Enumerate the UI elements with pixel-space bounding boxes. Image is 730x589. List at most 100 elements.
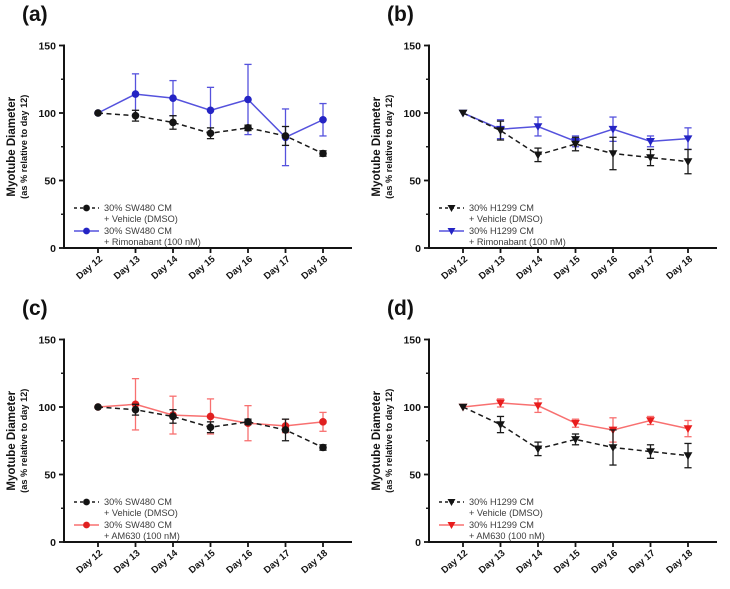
- data-point-marker: [683, 425, 693, 433]
- y-axis-subtitle: (as % relative to day 12): [19, 95, 29, 199]
- data-point-marker: [646, 417, 655, 425]
- x-tick-label: Day 17: [262, 254, 293, 282]
- error-bars: [131, 109, 327, 157]
- data-point-marker: [206, 129, 215, 138]
- legend: 30% SW480 CM+ Vehicle (DMSO)30% SW480 CM…: [74, 203, 201, 247]
- legend-item-0: 30% H1299 CM+ Vehicle (DMSO): [439, 497, 543, 518]
- x-tick-label: Day 18: [664, 254, 695, 282]
- data-point-marker: [458, 403, 468, 412]
- legend-label-line2: + AM630 (100 nM): [104, 531, 180, 541]
- data-point-marker: [206, 423, 215, 432]
- y-axis: 0 50 100 150 Myotube Diameter (as % relative …: [6, 334, 65, 549]
- x-tick-label: Day 18: [299, 548, 330, 576]
- error-bars: [131, 63, 327, 167]
- data-point-marker: [608, 150, 618, 158]
- y-axis-subtitle: (as % relative to day 12): [19, 389, 29, 493]
- legend-label-line1: 30% H1299 CM: [469, 497, 534, 507]
- panel-a: (a) 0 50 100 150 Myotube Diameter (as % relat…: [0, 0, 365, 295]
- y-tick-label: 0: [415, 537, 421, 549]
- y-axis-title: Myotube Diameter: [6, 96, 18, 196]
- legend-label-line1: 30% H1299 CM: [469, 520, 534, 530]
- x-tick-label: Day 12: [74, 548, 105, 576]
- data-point-marker: [608, 125, 618, 134]
- data-point-marker: [646, 448, 655, 456]
- data-point-marker: [83, 498, 90, 506]
- legend-label-line2: + Vehicle (DMSO): [104, 508, 178, 518]
- legend-item-1: 30% SW480 CM+ AM630 (100 nM): [74, 520, 180, 541]
- x-tick-label: Day 15: [187, 547, 218, 576]
- x-tick-label: Day 12: [439, 548, 470, 576]
- y-axis-subtitle: (as % relative to day 12): [384, 389, 394, 493]
- data-point-marker: [496, 127, 505, 135]
- data-point-marker: [319, 149, 327, 158]
- y-axis: 0 50 100 150 Myotube Diameter (as % relative …: [371, 40, 430, 255]
- data-point-marker: [169, 94, 177, 102]
- data-point-marker: [447, 205, 456, 212]
- data-point-marker: [571, 436, 580, 444]
- x-tick-label: Day 16: [224, 254, 255, 282]
- panel-d: (d) 0 50 100 150 Myotube Diameter (as % relat…: [365, 294, 730, 589]
- y-axis: 0 50 100 150 Myotube Diameter (as % relative …: [371, 334, 430, 549]
- data-point-marker: [683, 135, 693, 144]
- legend: 30% H1299 CM+ Vehicle (DMSO)30% H1299 CM…: [439, 203, 566, 247]
- data-point-marker: [533, 151, 543, 160]
- data-point-marker: [169, 412, 177, 421]
- data-point-marker: [131, 111, 140, 120]
- x-tick-label: Day 14: [514, 253, 545, 282]
- data-point-marker: [131, 405, 140, 414]
- series-0: [458, 403, 693, 469]
- x-tick-label: Day 18: [299, 254, 330, 282]
- data-point-marker: [571, 140, 580, 149]
- y-tick-label: 50: [409, 469, 421, 481]
- x-tick-label: Day 15: [552, 253, 583, 282]
- data-point-marker: [83, 204, 90, 212]
- legend-label-line2: + AM630 (100 nM): [469, 531, 545, 541]
- y-tick-label: 50: [409, 175, 421, 187]
- series-0: [94, 109, 327, 158]
- data-point-marker: [244, 124, 252, 132]
- data-point-marker: [281, 426, 290, 434]
- legend-label-line1: 30% SW480 CM: [104, 520, 172, 530]
- legend-label-line1: 30% SW480 CM: [104, 203, 172, 213]
- legend-label-line2: + Rimonabant (100 nM): [104, 237, 201, 247]
- data-point-marker: [83, 521, 90, 529]
- data-point-marker: [447, 228, 456, 235]
- legend: 30% H1299 CM+ Vehicle (DMSO)30% H1299 CM…: [439, 497, 545, 541]
- y-tick-label: 100: [403, 108, 421, 120]
- data-point-marker: [496, 421, 505, 429]
- data-point-marker: [447, 499, 456, 506]
- series-0: [458, 109, 693, 175]
- error-bars: [496, 116, 692, 151]
- x-tick-label: Day 12: [439, 254, 470, 282]
- data-point-marker: [496, 399, 505, 408]
- panel-c: (c) 0 50 100 150 Myotube Diameter (as % relat…: [0, 294, 365, 589]
- legend-label-line1: 30% H1299 CM: [469, 203, 534, 213]
- x-axis: Day 12 Day 13 Day 14 Day 15 Day 16 Day 17 Day …: [63, 247, 352, 282]
- data-point-marker: [94, 109, 102, 117]
- data-point-marker: [571, 419, 580, 428]
- x-axis: Day 12 Day 13 Day 14 Day 15 Day 16 Day 17 Day …: [428, 541, 717, 576]
- x-tick-label: Day 18: [664, 548, 695, 576]
- x-tick-label: Day 13: [477, 254, 508, 282]
- x-tick-label: Day 14: [149, 253, 180, 282]
- data-point-marker: [683, 158, 693, 166]
- x-tick-label: Day 16: [589, 548, 620, 576]
- y-axis-title: Myotube Diameter: [6, 390, 18, 490]
- chart-a: 0 50 100 150 Myotube Diameter (as % relative …: [6, 40, 352, 282]
- x-tick-label: Day 12: [74, 254, 105, 282]
- x-tick-label: Day 16: [589, 254, 620, 282]
- data-point-marker: [169, 118, 177, 127]
- legend-label-line1: 30% SW480 CM: [104, 497, 172, 507]
- data-point-marker: [533, 445, 543, 454]
- x-tick-label: Day 13: [112, 548, 143, 576]
- error-bars: [496, 415, 692, 469]
- y-tick-label: 100: [38, 402, 56, 414]
- y-tick-label: 100: [38, 108, 56, 120]
- data-point-marker: [206, 106, 215, 115]
- legend-label-line1: 30% SW480 CM: [104, 226, 172, 236]
- y-tick-label: 0: [415, 243, 421, 255]
- legend-label-line2: + Rimonabant (100 nM): [469, 237, 566, 247]
- legend-item-1: 30% SW480 CM+ Rimonabant (100 nM): [74, 226, 201, 247]
- legend-item-0: 30% SW480 CM+ Vehicle (DMSO): [74, 203, 178, 224]
- legend-label-line1: 30% H1299 CM: [469, 226, 534, 236]
